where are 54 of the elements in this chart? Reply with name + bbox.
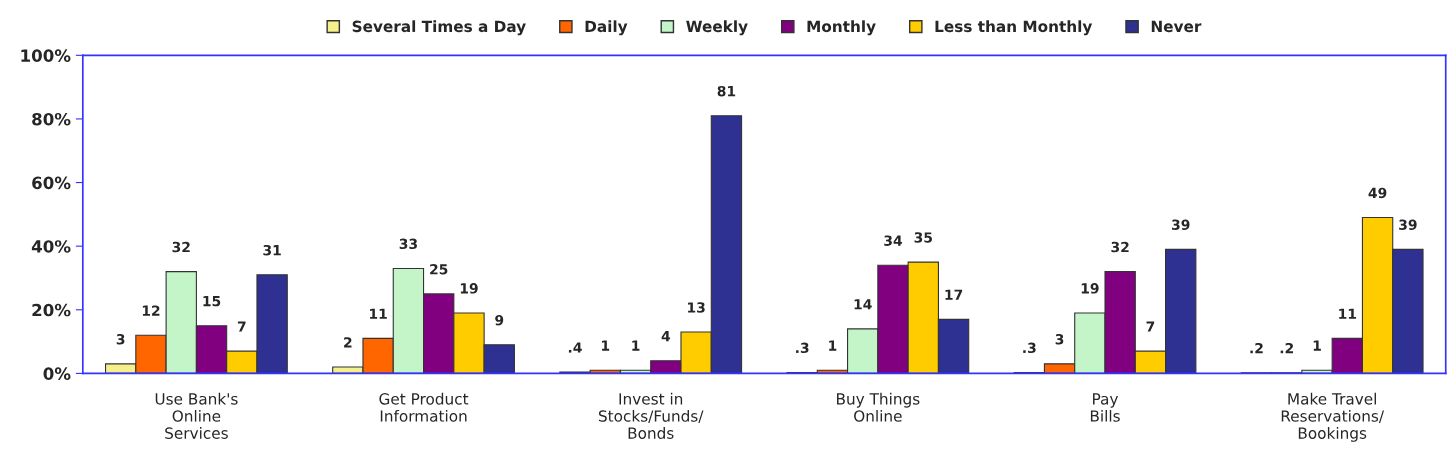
x-tick-label: Buy Things Online xyxy=(837,392,920,422)
legend-label: Monthly xyxy=(807,20,876,36)
data-label: 2 xyxy=(344,337,352,348)
data-label: 1 xyxy=(1313,340,1321,351)
data-label: .2 xyxy=(1250,342,1263,354)
x-tick-label: Use Bank's Online Services xyxy=(155,392,238,439)
x-tick-label: Get Product Information xyxy=(379,392,469,422)
y-tick-label: 20% xyxy=(32,303,71,317)
y-tick-label: 60% xyxy=(32,176,71,190)
y-tick-label: 40% xyxy=(31,240,71,253)
x-tick-label: Invest in Stocks/Funds/ Bonds xyxy=(598,392,704,439)
data-label: 33 xyxy=(399,238,417,250)
legend-label: Weekly xyxy=(686,20,748,36)
data-label: 25 xyxy=(430,264,448,275)
x-tick-label: Make Travel Reservations/ Bookings xyxy=(1281,392,1385,442)
data-label: 49 xyxy=(1368,187,1387,199)
data-label: 39 xyxy=(1171,219,1190,230)
data-label: 17 xyxy=(945,289,963,300)
legend-label: Less than Monthly xyxy=(935,20,1093,36)
data-label: 12 xyxy=(142,305,160,316)
data-label: 1 xyxy=(632,340,640,351)
data-label: 15 xyxy=(203,296,221,307)
data-label: 39 xyxy=(1399,219,1417,230)
data-label: 11 xyxy=(1339,308,1357,319)
data-label: 19 xyxy=(1081,283,1099,294)
y-tick-label: 0% xyxy=(43,367,71,380)
data-label: 11 xyxy=(370,308,387,319)
y-tick-label: 80% xyxy=(32,112,71,126)
data-label: 9 xyxy=(495,314,504,326)
data-label: 4 xyxy=(661,331,671,342)
data-label: .3 xyxy=(796,342,809,354)
data-label: .2 xyxy=(1280,342,1293,354)
legend-label: Daily xyxy=(585,20,628,36)
data-label: 3 xyxy=(1055,334,1064,345)
data-label: 7 xyxy=(1146,321,1155,332)
data-label: 34 xyxy=(884,235,903,246)
data-label: 1 xyxy=(829,340,837,351)
legend-label: Several Times a Day xyxy=(352,20,526,36)
data-label: 13 xyxy=(688,302,705,313)
y-tick-label: 100% xyxy=(21,49,71,62)
data-label: 19 xyxy=(460,283,478,294)
x-tick-label: Pay Bills xyxy=(1090,393,1120,422)
data-label: 31 xyxy=(263,244,281,256)
data-label: .3 xyxy=(1023,342,1036,354)
data-label: 7 xyxy=(237,321,246,332)
data-label: 1 xyxy=(602,340,610,351)
data-label: 32 xyxy=(1111,241,1129,253)
data-label: .4 xyxy=(568,342,582,353)
legend-label: Never xyxy=(1151,20,1202,33)
data-label: 81 xyxy=(717,85,736,97)
data-label: 32 xyxy=(172,241,190,253)
data-label: 14 xyxy=(854,299,872,310)
data-label: 35 xyxy=(914,232,932,243)
data-label: 3 xyxy=(116,334,125,345)
